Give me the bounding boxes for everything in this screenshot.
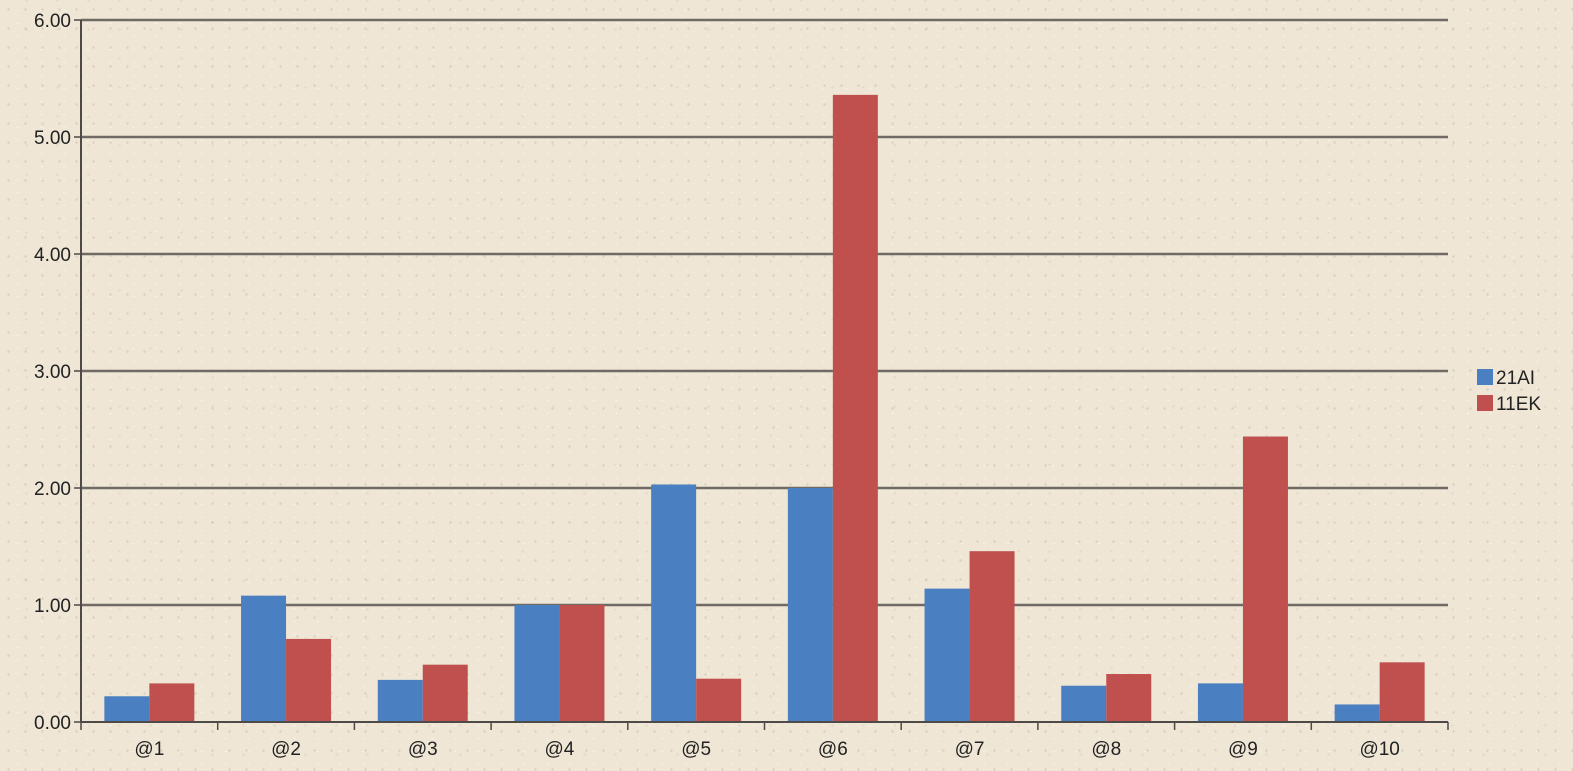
bar-11ek-9 [1242, 436, 1288, 722]
bar-21ai-8 [1061, 685, 1107, 722]
y-tick-label: 1.00 [34, 596, 71, 617]
x-tick-labels: @1 @2 @3 @4 @5 @6 @7 @8 @9 @10 [134, 739, 1399, 760]
bar-11ek-2 [286, 638, 332, 722]
y-tick-labels: 0.00 1.00 2.00 3.00 4.00 5.00 6.00 [34, 11, 71, 734]
legend-swatch-21ai [1477, 369, 1493, 385]
bar-11ek-3 [422, 664, 468, 722]
bar-11ek-8 [1106, 674, 1152, 722]
bar-11ek-6 [832, 94, 878, 722]
x-tick-label: @6 [818, 739, 848, 760]
x-tick-label: @9 [1228, 739, 1258, 760]
bar-21ai-5 [651, 484, 697, 722]
gridlines [81, 18, 1448, 607]
legend-label-21ai: 21AI [1496, 368, 1535, 389]
bar-21ai-4 [514, 605, 560, 722]
legend-label-11ek: 11EK [1496, 394, 1541, 415]
y-tick-label: 2.00 [34, 479, 71, 500]
x-tick-label: @10 [1359, 739, 1399, 760]
bar-21ai-6 [787, 488, 833, 722]
bar-21ai-7 [924, 588, 970, 722]
bar-21ai-1 [104, 696, 150, 722]
y-tick-label: 4.00 [34, 245, 71, 266]
legend: 21AI 11EK [1477, 368, 1541, 415]
x-tick-label: @7 [955, 739, 985, 760]
bar-21ai-3 [377, 679, 423, 722]
bar-11ek-5 [696, 678, 742, 722]
x-tick-label: @5 [681, 739, 711, 760]
bar-21ai-2 [241, 595, 287, 722]
x-tick-label: @8 [1091, 739, 1121, 760]
bar-21ai-10 [1334, 704, 1380, 722]
bar-21ai-9 [1197, 683, 1243, 722]
y-tick-label: 3.00 [34, 362, 71, 383]
y-tick-label: 5.00 [34, 128, 71, 149]
axes [74, 19, 1449, 730]
x-tick-label: @1 [134, 739, 164, 760]
bar-11ek-1 [149, 683, 195, 722]
x-tick-label: @3 [408, 739, 438, 760]
y-tick-label: 6.00 [34, 11, 71, 32]
bar-11ek-7 [969, 551, 1015, 722]
bar-11ek-4 [559, 605, 605, 722]
y-tick-label: 0.00 [34, 713, 71, 734]
bars [104, 94, 1425, 722]
legend-swatch-11ek [1477, 395, 1493, 411]
bar-11ek-10 [1379, 662, 1425, 722]
x-tick-label: @2 [271, 739, 301, 760]
x-tick-label: @4 [545, 739, 575, 760]
